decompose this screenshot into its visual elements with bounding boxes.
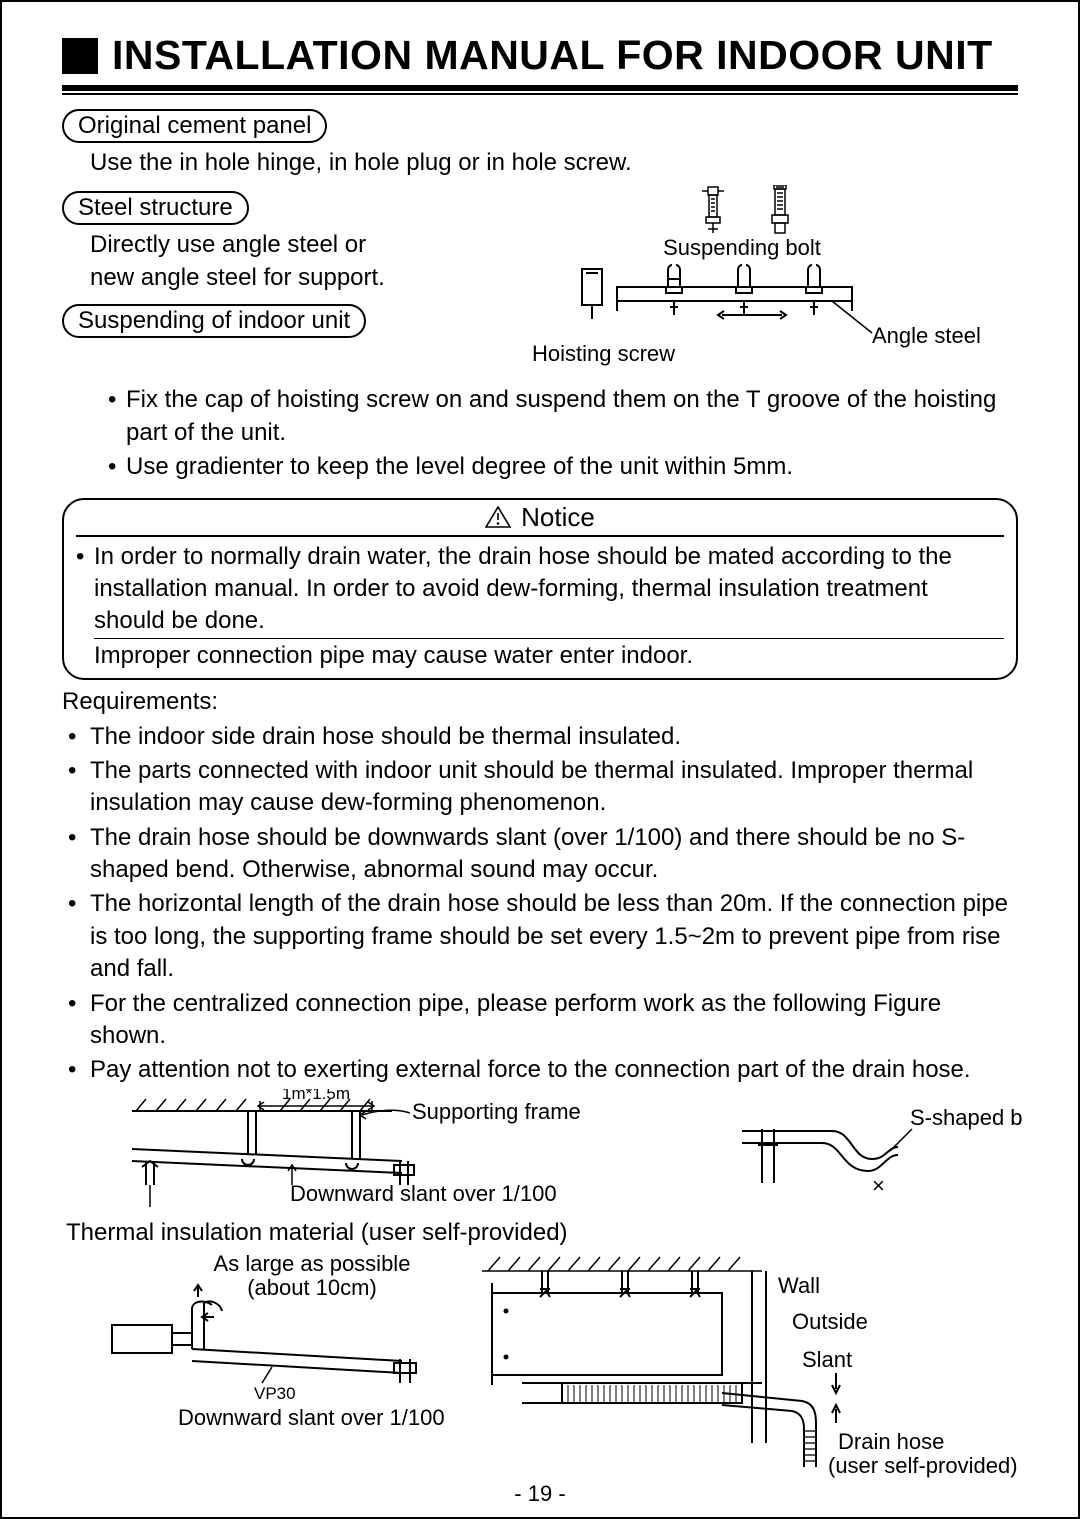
lbl-about-10cm: (about 10cm) — [247, 1275, 377, 1300]
lbl-as-large: As large as possible — [214, 1253, 411, 1276]
notice-title-row: Notice — [76, 502, 1004, 537]
notice-text-2: Improper connection pipe may cause water… — [94, 638, 1004, 672]
notice-text-1: In order to normally drain water, the dr… — [94, 541, 1004, 638]
req-text: The horizontal length of the drain hose … — [90, 888, 1018, 985]
steel-left: Steel structure Directly use angle steel… — [62, 185, 422, 338]
req-text: The indoor side drain hose should be the… — [90, 721, 681, 753]
bullet-dot-icon: • — [102, 384, 126, 449]
bullet-dot-icon: • — [66, 1054, 90, 1086]
bullets-suspending: • Fix the cap of hoisting screw on and s… — [102, 384, 1018, 483]
requirements-title: Requirements: — [62, 686, 1018, 718]
section-original-cement: Original cement panel Use the in hole hi… — [62, 103, 1018, 179]
bullet-dot-icon: • — [66, 755, 90, 820]
req-item: •The indoor side drain hose should be th… — [66, 721, 1018, 753]
lbl-slant: Slant — [802, 1347, 852, 1372]
pill-suspending: Suspending of indoor unit — [62, 304, 366, 338]
row-steel-structure: Steel structure Directly use angle steel… — [62, 185, 1018, 380]
bullet-text: Fix the cap of hoisting screw on and sus… — [126, 384, 1018, 449]
thick-rule — [62, 85, 1018, 91]
req-item: •The drain hose should be downwards slan… — [66, 822, 1018, 887]
lbl-dim: 1m*1.5m — [282, 1089, 350, 1103]
main-title: INSTALLATION MANUAL FOR INDOOR UNIT — [112, 32, 993, 79]
bullet-dot-icon: • — [102, 451, 126, 483]
bullet-item: • Use gradienter to keep the level degre… — [102, 451, 1018, 483]
lbl-drain-hose: Drain hose — [838, 1429, 944, 1454]
section1-text: Use the in hole hinge, in hole plug or i… — [90, 147, 1018, 179]
warning-triangle-icon — [485, 506, 511, 528]
req-item: •The horizontal length of the drain hose… — [66, 888, 1018, 985]
page: INSTALLATION MANUAL FOR INDOOR UNIT Orig… — [0, 0, 1080, 1519]
diagram-suspending: Suspending bolt — [422, 185, 1018, 380]
diagram-bottom: As large as possible (about 10cm) — [62, 1253, 1018, 1483]
title-row: INSTALLATION MANUAL FOR INDOOR UNIT — [62, 32, 1018, 79]
lbl-downward-slant-1: Downward slant over 1/100 — [290, 1181, 557, 1206]
req-text: Pay attention not to exerting external f… — [90, 1054, 971, 1086]
notice-line: • In order to normally drain water, the … — [76, 541, 1004, 638]
lbl-vp30: VP30 — [254, 1384, 296, 1403]
bullet-item: • Fix the cap of hoisting screw on and s… — [102, 384, 1018, 449]
lbl-outside: Outside — [792, 1309, 868, 1334]
req-text: The drain hose should be downwards slant… — [90, 822, 1018, 887]
bottom-diagram-svg: As large as possible (about 10cm) — [62, 1253, 1022, 1483]
lbl-hoisting-screw: Hoisting screw — [532, 341, 675, 366]
bullet-dot-icon: • — [66, 988, 90, 1053]
lbl-user-provided: (user self-provided) — [828, 1453, 1018, 1478]
requirements-list: •The indoor side drain hose should be th… — [66, 721, 1018, 1087]
suspending-diagram-svg: Suspending bolt — [422, 185, 982, 375]
lbl-cross: × — [872, 1173, 885, 1198]
diagram-drain-pipe: 1m*1.5m — [62, 1089, 1018, 1229]
req-item: •The parts connected with indoor unit sh… — [66, 755, 1018, 820]
bullet-dot-icon: • — [66, 822, 90, 887]
pill-original-cement: Original cement panel — [62, 109, 327, 143]
thin-rule — [62, 93, 1018, 95]
lbl-suspending-bolt: Suspending bolt — [663, 235, 821, 260]
lbl-supporting-frame: Supporting frame — [412, 1099, 581, 1124]
req-item: •Pay attention not to exerting external … — [66, 1054, 1018, 1086]
section2-text: Directly use angle steel or new angle st… — [90, 229, 410, 294]
notice-title: Notice — [521, 502, 595, 533]
page-number: - 19 - — [2, 1481, 1078, 1507]
bullet-dot-icon: • — [66, 721, 90, 753]
lbl-s-bend: S-shaped bend — [910, 1105, 1022, 1130]
lbl-wall: Wall — [778, 1273, 820, 1298]
pill-steel-structure: Steel structure — [62, 191, 249, 225]
lbl-angle-steel: Angle steel for support — [872, 323, 982, 348]
notice-box: Notice • In order to normally drain wate… — [62, 498, 1018, 681]
page-number-value: 19 — [528, 1481, 552, 1506]
req-item: •For the centralized connection pipe, pl… — [66, 988, 1018, 1053]
bullet-square-icon — [62, 38, 98, 74]
drain-pipe-svg: 1m*1.5m — [62, 1089, 1022, 1229]
req-text: The parts connected with indoor unit sho… — [90, 755, 1018, 820]
bullet-dot-icon: • — [66, 888, 90, 985]
req-text: For the centralized connection pipe, ple… — [90, 988, 1018, 1053]
bullet-text: Use gradienter to keep the level degree … — [126, 451, 793, 483]
lbl-downward-slant-2: Downward slant over 1/100 — [178, 1405, 445, 1430]
